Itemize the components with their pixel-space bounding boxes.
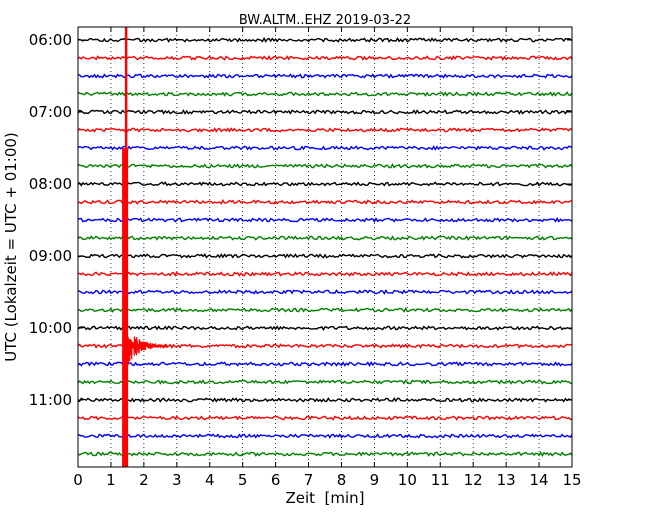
vertical-gridlines bbox=[110, 27, 540, 467]
chart-title: BW.ALTM..EHZ 2019-03-22 bbox=[239, 13, 411, 28]
trace-1100 bbox=[77, 397, 573, 403]
trace-0845 bbox=[77, 235, 573, 241]
event-coda bbox=[123, 327, 168, 368]
xtick-label-1: 1 bbox=[106, 471, 116, 489]
trace-0915 bbox=[77, 271, 573, 277]
trace-0830 bbox=[77, 217, 573, 224]
xtick-label-7: 7 bbox=[304, 471, 314, 489]
trace-0700 bbox=[77, 109, 573, 115]
trace-0945 bbox=[77, 306, 573, 313]
trace-1000 bbox=[77, 325, 573, 331]
xtick-label-15: 15 bbox=[562, 471, 581, 489]
trace-0815 bbox=[77, 198, 573, 205]
trace-0600 bbox=[77, 36, 573, 43]
trace-0645 bbox=[77, 91, 573, 97]
xtick-label-12: 12 bbox=[464, 471, 483, 489]
xtick-label-9: 9 bbox=[370, 471, 380, 489]
xtick-label-11: 11 bbox=[431, 471, 450, 489]
xtick-label-3: 3 bbox=[172, 471, 182, 489]
xtick-label-5: 5 bbox=[238, 471, 248, 489]
trace-1030 bbox=[77, 360, 573, 368]
xtick-label-0: 0 bbox=[73, 471, 83, 489]
event-overlay bbox=[122, 27, 168, 467]
trace-0615 bbox=[77, 54, 573, 61]
ytick-label-06:00: 06:00 bbox=[29, 31, 72, 49]
x-axis-ticks: 0 1 2 3 4 5 6 7 8 9 10 11 12 13 14 15 bbox=[73, 27, 582, 489]
trace-0715 bbox=[77, 127, 573, 133]
trace-group bbox=[77, 36, 573, 458]
xtick-label-10: 10 bbox=[398, 471, 417, 489]
xtick-label-13: 13 bbox=[497, 471, 516, 489]
ytick-label-09:00: 09:00 bbox=[29, 247, 72, 265]
y-axis-label: UTC (Lokalzeit = UTC + 01:00) bbox=[2, 132, 20, 362]
ytick-label-10:00: 10:00 bbox=[29, 319, 72, 337]
x-axis-label: Zeit [min] bbox=[285, 489, 364, 507]
plot-area bbox=[78, 27, 572, 467]
trace-0630 bbox=[78, 73, 573, 79]
trace-0745 bbox=[77, 163, 573, 169]
plot-frame bbox=[77, 26, 573, 468]
trace-0930 bbox=[77, 288, 573, 295]
y-axis-ticks: 06:00 07:00 08:00 09:00 10:00 11:00 bbox=[29, 31, 572, 409]
trace-0900 bbox=[77, 253, 573, 259]
xtick-label-6: 6 bbox=[271, 471, 281, 489]
trace-1130 bbox=[77, 433, 573, 439]
ytick-label-07:00: 07:00 bbox=[29, 103, 72, 121]
ytick-label-08:00: 08:00 bbox=[29, 175, 72, 193]
xtick-label-2: 2 bbox=[139, 471, 149, 489]
trace-0800 bbox=[77, 181, 573, 187]
trace-0730 bbox=[77, 145, 573, 151]
xtick-label-8: 8 bbox=[337, 471, 347, 489]
event-core bbox=[122, 148, 129, 467]
trace-1115 bbox=[77, 415, 573, 421]
ytick-label-11:00: 11:00 bbox=[29, 391, 72, 409]
trace-1045 bbox=[77, 379, 573, 385]
trace-1145 bbox=[77, 451, 573, 458]
xtick-label-4: 4 bbox=[205, 471, 215, 489]
xtick-label-14: 14 bbox=[530, 471, 549, 489]
